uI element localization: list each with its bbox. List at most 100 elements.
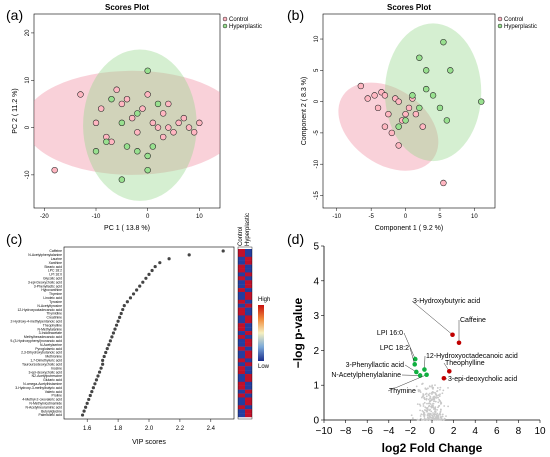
- heatmap-cell-control: [238, 284, 245, 289]
- heatmap-cell-hyperplastic: [245, 405, 252, 410]
- volcano-point-ns: [436, 387, 439, 389]
- vip-point: [113, 327, 117, 331]
- vip-point: [107, 343, 111, 347]
- data-point-control: [113, 86, 120, 93]
- data-point-hyperplastic: [416, 104, 423, 112]
- volcano-point-ns: [426, 414, 429, 417]
- volcano-point-ns: [423, 417, 426, 420]
- feature-label: 9-(3-Hydroxyphenyl)nonanoic acid: [10, 339, 62, 343]
- data-point-control: [185, 124, 193, 131]
- heatmap-cell-control: [238, 381, 245, 386]
- legend-marker-hyperplastic: [222, 23, 228, 29]
- heatmap-cell-hyperplastic: [245, 303, 252, 308]
- data-point-hyperplastic: [436, 104, 444, 112]
- volcano-point-ns: [427, 402, 430, 405]
- vip-point: [128, 296, 133, 300]
- volcano-point-ns: [440, 402, 443, 405]
- data-point-control: [159, 110, 167, 117]
- heatmap-cell-hyperplastic: [245, 284, 252, 289]
- volcano-point-ns: [427, 416, 430, 419]
- heatmap-cell-hyperplastic: [245, 299, 252, 304]
- volcano-point-ns: [416, 403, 419, 406]
- data-point-control: [149, 119, 157, 127]
- volcano-point-ns: [436, 396, 439, 399]
- volcano-point-ns: [443, 405, 446, 407]
- vip-point: [121, 307, 125, 312]
- feature-label: 1,7-Dimethyluric acid: [30, 359, 62, 363]
- volcano-point-ns: [433, 407, 436, 410]
- feature-label: Laurine: [51, 257, 62, 261]
- vip-point: [93, 382, 97, 386]
- volcano-point-ns: [437, 394, 440, 397]
- volcano-point-ns: [429, 412, 432, 415]
- data-point-hyperplastic: [423, 85, 430, 93]
- volcano-point-ns: [422, 394, 425, 397]
- vip-point: [135, 288, 139, 292]
- vip-point: [94, 378, 99, 382]
- x-axis-label: Component 1 ( 9.2 %): [375, 225, 443, 232]
- heatmap-cell-hyperplastic: [245, 272, 252, 277]
- scores-plot-plsda: Scores Plot -10 -5 0 5 10 -15 -10 -5 0 5 10 Componen…: [301, 3, 537, 232]
- volcano-point-ns: [429, 397, 432, 399]
- volcano-point-ns: [437, 414, 440, 416]
- plot-frame: [33, 13, 221, 209]
- plot-frame: [322, 13, 496, 209]
- feature-label: Butyrylglycine: [41, 409, 62, 413]
- feature-label: Creatinine: [47, 316, 63, 320]
- feature-label: Inosine: [51, 366, 62, 370]
- x-axis-label: log2 Fold Change: [382, 441, 483, 455]
- data-point-hyperplastic: [103, 138, 110, 145]
- vip-point: [104, 350, 108, 355]
- heatmap-frame: [237, 246, 253, 420]
- heatmap-cell-control: [238, 342, 245, 347]
- volcano-point-ns: [428, 414, 430, 417]
- panel-label-d: (d): [287, 231, 304, 247]
- x-tick-label: 1.8: [114, 426, 123, 432]
- point-label-3-phenyllactic-acid: 3-Phenyllactic acid: [346, 362, 404, 369]
- volcano-point-ns: [442, 418, 445, 421]
- feature-label: 3-Indoleacetate: [39, 331, 62, 335]
- volcano-point-ns: [429, 403, 432, 405]
- heatmap-cell-control: [238, 358, 245, 363]
- volcano-point-ns: [433, 400, 435, 403]
- volcano-plot: 3-Hydroxybutyric acid Caffeine Theophyllin…: [291, 242, 546, 456]
- volcano-point-ns: [434, 400, 437, 403]
- heatmap-cell-control: [238, 338, 245, 343]
- data-point-control: [139, 105, 146, 112]
- feature-label: N-Acetyltyrosine: [37, 304, 62, 308]
- y-tick-label: 0: [313, 416, 319, 427]
- heatmap-cell-hyperplastic: [245, 381, 252, 386]
- legend-marker-control: [497, 16, 503, 22]
- volcano-point-ns: [439, 393, 441, 396]
- vip-point: [85, 401, 89, 405]
- heatmap-cell-hyperplastic: [245, 327, 252, 332]
- data-point-control: [412, 110, 420, 118]
- panel-label-c: (c): [6, 231, 22, 247]
- feature-label: Caffeine: [49, 249, 62, 253]
- vip-point: [131, 292, 136, 296]
- heatmap-cell-control: [238, 299, 245, 304]
- volcano-point-ns: [441, 415, 444, 418]
- heatmap-cell-hyperplastic: [245, 268, 252, 273]
- colorbar-high-label: High: [258, 297, 270, 303]
- feature-label: Theophylline: [43, 323, 62, 327]
- heatmap-cell-hyperplastic: [245, 315, 252, 320]
- plot-title: Scores Plot: [105, 3, 149, 12]
- vip-point: [97, 370, 102, 374]
- volcano-point-ns: [441, 413, 444, 416]
- vip-point: [147, 272, 151, 276]
- volcano-point-down: [414, 369, 419, 375]
- x-tick-label: −8: [340, 426, 352, 437]
- data-point-control: [374, 104, 382, 112]
- volcano-point-ns: [429, 418, 431, 421]
- vip-point: [90, 390, 94, 394]
- y-tick-label: 0: [25, 125, 31, 129]
- volcano-point-ns: [434, 406, 437, 409]
- volcano-point-ns: [441, 392, 444, 395]
- x-tick-label: 2.2: [176, 426, 185, 432]
- vip-point: [125, 300, 129, 304]
- data-point-control: [175, 119, 182, 127]
- volcano-point-ns: [421, 409, 424, 412]
- data-point-hyperplastic: [154, 100, 162, 108]
- volcano-point-ns: [440, 409, 442, 411]
